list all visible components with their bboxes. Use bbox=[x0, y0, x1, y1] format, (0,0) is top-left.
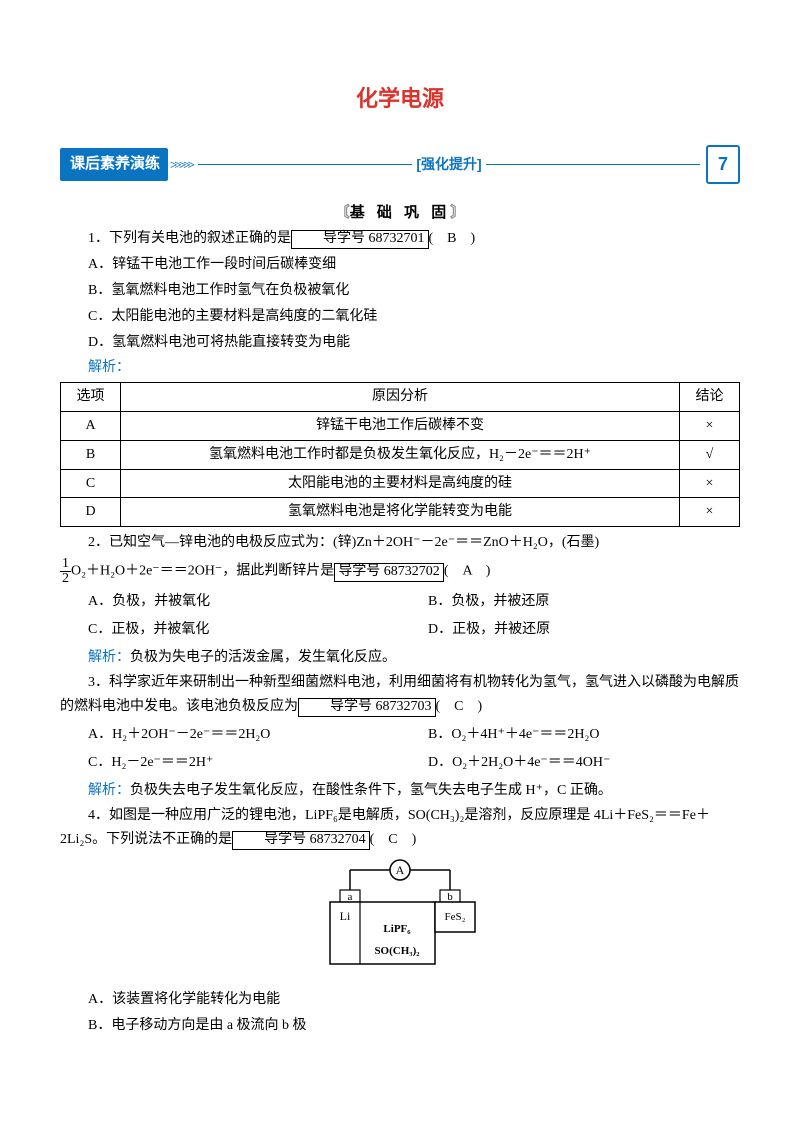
td-res: × bbox=[680, 412, 740, 441]
q2-analysis: 解析：负极为失电子的活泼金属，发生氧化反应。 bbox=[60, 646, 740, 670]
frac-den: 2 bbox=[60, 572, 71, 586]
q3-opt-a: A．H₂＋2OH⁻－2e⁻＝＝2H₂O bbox=[60, 723, 400, 747]
li-label: Li bbox=[340, 909, 351, 923]
bracket-right-icon: 〙 bbox=[450, 204, 465, 221]
banner-arrows-icon: >>>>> bbox=[170, 154, 192, 176]
q2-opt-row2: C．正极，并被氧化 D．正极，并被还原 bbox=[60, 616, 740, 644]
table-row: C 太阳能电池的主要材料是高纯度的硅 × bbox=[61, 469, 740, 498]
td-res: × bbox=[680, 469, 740, 498]
q3-analysis-hd: 解析： bbox=[88, 783, 130, 798]
q2-answer: ( A ) bbox=[444, 564, 491, 579]
banner-mid-label: [强化提升] bbox=[412, 153, 485, 177]
q2-opt-d: D．正极，并被还原 bbox=[400, 618, 740, 642]
bracket-left-icon: 〘 bbox=[335, 204, 350, 221]
q3-analysis: 解析：负极失去电子发生氧化反应，在酸性条件下，氢气失去电子生成 H⁺，C 正确。 bbox=[60, 779, 740, 803]
table-row: A 锌锰干电池工作后碳棒不变 × bbox=[61, 412, 740, 441]
lipf6-label: LiPF₆ bbox=[383, 923, 411, 935]
q1-opt-c: C．太阳能电池的主要材料是高纯度的二氧化硅 bbox=[60, 305, 740, 329]
q1-stem: 1．下列有关电池的叙述正确的是导学号 68732701( B ) bbox=[60, 227, 740, 251]
page-root: 化学电源 课后素养演练 >>>>> [强化提升] 7 〘基 础 巩 固〙 1．下… bbox=[0, 0, 800, 1079]
q1-opt-a: A．锌锰干电池工作一段时间后碳棒变细 bbox=[60, 253, 740, 277]
q3-opt-b: B．O₂＋4H⁺＋4e⁻＝＝2H₂O bbox=[400, 723, 740, 747]
ammeter-label: A bbox=[396, 863, 405, 877]
q4-opt-a: A．该装置将化学能转化为电能 bbox=[60, 988, 740, 1012]
table-row: B 氢氧燃料电池工作时都是负极发生氧化反应，H₂－2e⁻＝＝2H⁺ √ bbox=[61, 440, 740, 469]
td-reason: 太阳能电池的主要材料是高纯度的硅 bbox=[121, 469, 680, 498]
banner-line-left bbox=[198, 164, 412, 165]
so-label: SO(CH₃)₂ bbox=[374, 945, 420, 957]
th-reason: 原因分析 bbox=[121, 383, 680, 412]
q4-stem: 4．如图是一种应用广泛的锂电池，LiPF₆是电解质，SO(CH₃)₂是溶剂，反应… bbox=[60, 804, 740, 852]
terminal-a: a bbox=[348, 891, 353, 903]
td-res: √ bbox=[680, 440, 740, 469]
td-opt: A bbox=[61, 412, 121, 441]
td-opt: D bbox=[61, 498, 121, 527]
q4-diagram: A a b Li FeS₂ LiPF₆ SO(CH₃)₂ bbox=[60, 858, 740, 982]
fes2-label: FeS₂ bbox=[445, 911, 466, 923]
banner-bar: 课后素养演练 >>>>> [强化提升] 7 bbox=[60, 145, 740, 184]
q1-stem-text: 1．下列有关电池的叙述正确的是 bbox=[88, 231, 291, 246]
terminal-b: b bbox=[447, 891, 453, 903]
q1-guide: 导学号 68732701 bbox=[291, 230, 429, 249]
q4-opt-b: B．电子移动方向是由 a 极流向 b 极 bbox=[60, 1014, 740, 1038]
q2-analysis-hd: 解析： bbox=[88, 650, 130, 665]
td-reason: 氢氧燃料电池工作时都是负极发生氧化反应，H₂－2e⁻＝＝2H⁺ bbox=[121, 440, 680, 469]
q2-opt-b: B．负极，并被还原 bbox=[400, 590, 740, 614]
fraction-half: 12 bbox=[60, 557, 71, 586]
banner-left-label: 课后素养演练 bbox=[60, 148, 168, 182]
q1-opt-b: B．氢氧燃料电池工作时氢气在负极被氧化 bbox=[60, 279, 740, 303]
q1-answer: ( B ) bbox=[429, 231, 476, 246]
table-row: D 氢氧燃料电池是将化学能转变为电能 × bbox=[61, 498, 740, 527]
q2-stem2a: O₂＋H₂O＋2e⁻＝＝2OH⁻，据此判断锌片是 bbox=[71, 564, 334, 579]
td-reason: 锌锰干电池工作后碳棒不变 bbox=[121, 412, 680, 441]
q3-opt-d: D．O₂＋2H₂O＋4e⁻＝＝4OH⁻ bbox=[400, 751, 740, 775]
section-basic-title: 〘基 础 巩 固〙 bbox=[60, 200, 740, 226]
td-reason: 氢氧燃料电池是将化学能转变为电能 bbox=[121, 498, 680, 527]
q3-stem: 3．科学家近年来研制出一种新型细菌燃料电池，利用细菌将有机物转化为氢气，氢气进入… bbox=[60, 671, 740, 719]
q1-analysis-table: 选项 原因分析 结论 A 锌锰干电池工作后碳棒不变 × B 氢氧燃料电池工作时都… bbox=[60, 382, 740, 527]
q2-guide: 导学号 68732702 bbox=[334, 563, 444, 582]
th-option: 选项 bbox=[61, 383, 121, 412]
frac-num: 1 bbox=[60, 557, 71, 572]
battery-diagram-icon: A a b Li FeS₂ LiPF₆ SO(CH₃)₂ bbox=[315, 858, 485, 973]
q1-analysis-label: 解析： bbox=[60, 356, 740, 380]
q3-opt-row1: A．H₂＋2OH⁻－2e⁻＝＝2H₂O B．O₂＋4H⁺＋4e⁻＝＝2H₂O bbox=[60, 721, 740, 749]
th-result: 结论 bbox=[680, 383, 740, 412]
q1-opt-d: D．氢氧燃料电池可将热能直接转变为电能 bbox=[60, 331, 740, 355]
banner-line-right bbox=[486, 164, 700, 165]
section-basic-text: 基 础 巩 固 bbox=[350, 204, 451, 221]
q3-opt-row2: C．H₂－2e⁻＝＝2H⁺ D．O₂＋2H₂O＋4e⁻＝＝4OH⁻ bbox=[60, 749, 740, 777]
q2-opt-c: C．正极，并被氧化 bbox=[60, 618, 400, 642]
page-title: 化学电源 bbox=[60, 80, 740, 117]
q2-opt-row1: A．负极，并被氧化 B．负极，并被还原 bbox=[60, 588, 740, 616]
q2-stem-line1: 2．已知空气—锌电池的电极反应式为：(锌)Zn＋2OH⁻－2e⁻＝＝ZnO＋H₂… bbox=[60, 531, 740, 555]
q4-answer: ( C ) bbox=[370, 832, 417, 847]
q3-opt-c: C．H₂－2e⁻＝＝2H⁺ bbox=[60, 751, 400, 775]
td-opt: C bbox=[61, 469, 121, 498]
q2-analysis-body: 负极为失电子的活泼金属，发生氧化反应。 bbox=[130, 650, 396, 665]
td-res: × bbox=[680, 498, 740, 527]
td-opt: B bbox=[61, 440, 121, 469]
q2-opt-a: A．负极，并被氧化 bbox=[60, 590, 400, 614]
q3-guide: 导学号 68732703 bbox=[298, 698, 436, 717]
q3-answer: ( C ) bbox=[436, 699, 483, 714]
q2-stem-line2: 12O₂＋H₂O＋2e⁻＝＝2OH⁻，据此判断锌片是导学号 68732702( … bbox=[60, 557, 740, 586]
q4-guide: 导学号 68732704 bbox=[232, 831, 370, 850]
table-row: 选项 原因分析 结论 bbox=[61, 383, 740, 412]
page-number: 7 bbox=[706, 145, 740, 184]
q3-analysis-body: 负极失去电子发生氧化反应，在酸性条件下，氢气失去电子生成 H⁺，C 正确。 bbox=[130, 783, 612, 798]
